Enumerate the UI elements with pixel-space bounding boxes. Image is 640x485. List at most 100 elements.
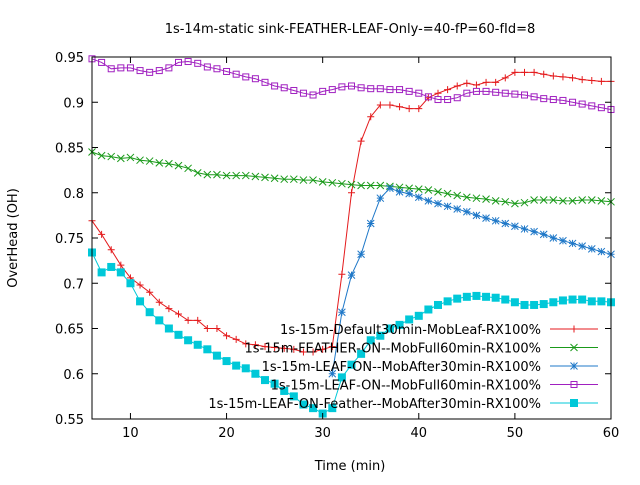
data-point	[328, 369, 337, 378]
y-tick-label: 0.6	[63, 368, 84, 383]
data-point	[462, 207, 471, 216]
data-point	[251, 75, 259, 83]
data-point	[117, 261, 125, 269]
data-point	[367, 113, 375, 121]
data-point	[347, 360, 356, 369]
data-point	[549, 234, 558, 242]
legend-label: 1s-15m-LEAF-ON-Feather--MobAfter30min-RX…	[208, 397, 541, 412]
legend-entry: 1s-15m-Default30min-MobLeaf-RX100%	[280, 323, 598, 338]
data-point	[164, 324, 173, 333]
data-point	[184, 58, 192, 66]
data-point	[241, 364, 250, 373]
data-point	[472, 81, 480, 89]
data-point	[261, 78, 269, 86]
y-tick-label: 0.7	[63, 277, 84, 292]
data-point	[453, 82, 461, 90]
data-point	[549, 196, 558, 204]
legend-marker	[570, 325, 578, 333]
data-point	[415, 89, 423, 97]
data-point	[540, 95, 548, 103]
data-point	[415, 105, 423, 113]
data-point	[136, 156, 144, 165]
data-point	[443, 189, 452, 198]
data-point	[232, 70, 240, 78]
data-point	[289, 175, 298, 184]
series-line	[91, 58, 612, 110]
series-1s-15m-leaf-on-feather-mobafter30min-rx100	[88, 248, 615, 418]
data-point	[501, 219, 510, 228]
data-point	[347, 180, 356, 189]
data-point	[578, 76, 586, 84]
data-point	[386, 101, 394, 109]
data-point	[366, 336, 375, 345]
data-point	[357, 250, 365, 259]
data-point	[309, 404, 318, 413]
x-tick-label: 60	[603, 426, 620, 441]
data-point	[271, 82, 279, 90]
data-point	[98, 230, 106, 238]
data-point	[126, 64, 134, 72]
data-point	[290, 86, 298, 94]
series-1s-15m-feather-on-mobfull60min-rx100	[88, 148, 615, 208]
data-point	[184, 316, 192, 324]
y-tick-label: 0.75	[55, 232, 84, 247]
legend-label: 1s-15m-Default30min-MobLeaf-RX100%	[280, 323, 541, 338]
data-point	[472, 211, 481, 220]
data-point	[98, 58, 106, 66]
data-point	[366, 219, 375, 228]
data-point	[434, 300, 442, 309]
data-point	[155, 67, 163, 75]
data-point	[434, 89, 442, 97]
data-point	[97, 268, 106, 277]
data-point	[444, 96, 452, 104]
data-point	[270, 174, 279, 183]
data-point	[424, 93, 432, 101]
data-point	[559, 96, 567, 104]
x-tick-label: 40	[411, 426, 428, 441]
axes: 10 20 30 40 50 60 0.55 0.6 0.65 0.7 0.75 0.8 0.85 0.9…	[55, 51, 619, 441]
legend-marker	[570, 399, 578, 407]
data-point	[155, 298, 163, 306]
data-point	[597, 297, 606, 306]
data-point	[597, 104, 605, 112]
data-point	[232, 335, 240, 343]
legend-marker	[570, 343, 578, 352]
data-point	[136, 297, 145, 306]
data-point	[107, 152, 116, 161]
data-point	[213, 65, 221, 73]
data-point	[549, 72, 557, 80]
data-point	[376, 181, 385, 190]
data-point	[174, 330, 183, 339]
data-point	[194, 59, 202, 67]
data-point	[530, 196, 538, 204]
y-tick-label: 0.65	[55, 323, 84, 338]
data-point	[414, 193, 423, 202]
data-point	[97, 151, 106, 160]
data-point	[453, 94, 461, 102]
data-point	[559, 197, 567, 205]
data-point	[462, 292, 471, 301]
data-point	[155, 316, 164, 325]
data-point	[348, 82, 355, 90]
data-point	[443, 202, 452, 211]
data-point	[193, 340, 202, 349]
data-point	[520, 225, 529, 233]
data-point	[511, 199, 519, 208]
data-point	[251, 369, 260, 378]
data-point	[232, 171, 241, 180]
data-point	[396, 103, 404, 111]
data-point	[434, 187, 442, 196]
chart-title: 1s-14m-static sink-FEATHER-LEAF-Only-=40…	[165, 22, 536, 37]
data-point	[482, 87, 490, 95]
data-point	[444, 86, 452, 94]
x-tick-label: 30	[314, 426, 331, 441]
data-point	[453, 191, 462, 200]
data-point	[424, 186, 433, 194]
data-point	[472, 87, 480, 95]
data-point	[328, 86, 336, 94]
y-axis-label: OverHead (OH)	[6, 188, 21, 288]
data-point	[126, 279, 135, 288]
data-point	[366, 181, 375, 190]
x-tick-label: 20	[218, 426, 235, 441]
data-point	[309, 91, 317, 99]
